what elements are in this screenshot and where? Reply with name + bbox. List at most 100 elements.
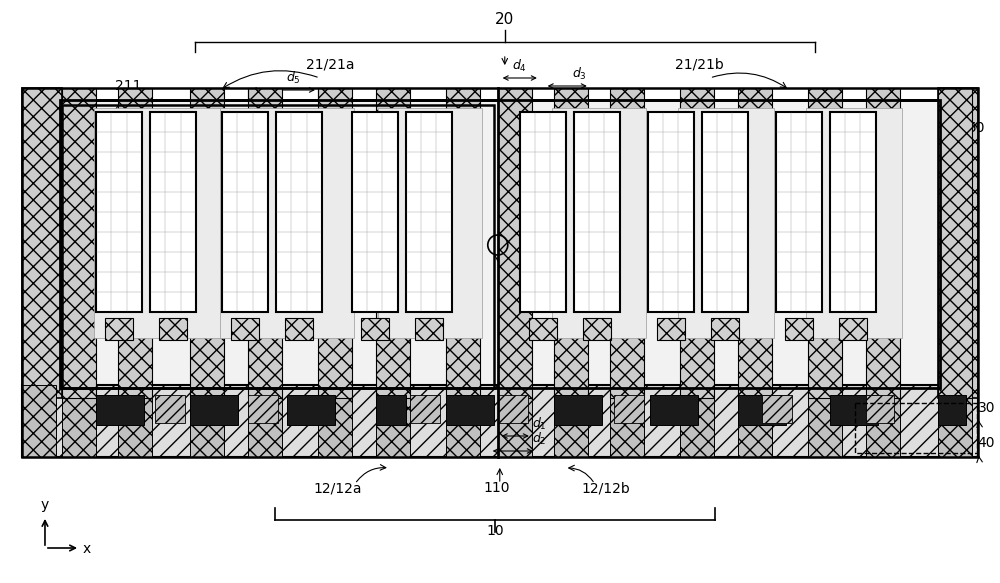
Bar	[839, 318, 867, 340]
Bar	[938, 88, 972, 398]
Bar	[762, 395, 792, 423]
Bar	[776, 112, 822, 312]
Bar	[222, 112, 268, 312]
Bar	[610, 385, 644, 457]
Bar	[361, 318, 389, 340]
Text: 50: 50	[968, 121, 985, 135]
Bar	[554, 385, 588, 457]
Bar	[60, 100, 940, 388]
Bar	[738, 385, 772, 457]
Bar	[610, 88, 644, 398]
Bar	[678, 108, 774, 338]
Bar	[96, 395, 144, 425]
Bar	[554, 395, 602, 425]
Bar	[231, 318, 259, 340]
Bar	[855, 403, 977, 453]
Bar	[248, 385, 282, 457]
Bar	[738, 88, 772, 398]
Bar	[680, 385, 714, 457]
Bar	[378, 108, 482, 338]
Bar	[376, 88, 410, 398]
Bar	[62, 88, 96, 398]
Bar	[446, 395, 494, 425]
Text: 20: 20	[495, 12, 514, 27]
Text: 10: 10	[486, 524, 504, 538]
Bar	[574, 112, 620, 312]
Text: 211: 211	[115, 79, 141, 93]
Bar	[866, 395, 894, 423]
Bar	[808, 385, 842, 457]
Bar	[159, 318, 187, 340]
Bar	[352, 112, 398, 312]
Bar	[614, 395, 644, 423]
Bar	[738, 395, 786, 425]
Bar	[938, 88, 978, 398]
Bar	[376, 385, 410, 457]
Bar	[190, 385, 224, 457]
Bar	[415, 318, 443, 340]
Bar	[150, 112, 196, 312]
Bar	[583, 318, 611, 340]
Bar	[94, 108, 224, 338]
Bar	[554, 88, 588, 398]
Bar	[376, 395, 406, 425]
Bar	[529, 318, 557, 340]
Bar	[446, 88, 480, 398]
Text: x: x	[83, 542, 91, 556]
Bar	[806, 108, 902, 338]
Bar	[60, 100, 940, 388]
Bar	[711, 318, 739, 340]
Text: $d_5$: $d_5$	[286, 70, 301, 86]
Bar	[318, 385, 352, 457]
Bar	[785, 318, 813, 340]
Bar	[22, 88, 978, 457]
Bar	[410, 395, 440, 423]
Text: $d_4$: $d_4$	[512, 58, 527, 74]
Bar	[62, 105, 494, 388]
Text: $d_2$: $d_2$	[532, 431, 546, 447]
Bar	[287, 395, 335, 425]
Bar	[830, 395, 878, 425]
Bar	[808, 88, 842, 398]
Bar	[866, 88, 900, 398]
Bar	[680, 88, 714, 398]
Text: 22: 22	[512, 107, 529, 121]
Bar	[552, 108, 646, 338]
Bar	[220, 108, 354, 338]
Text: 12/12a: 12/12a	[314, 481, 362, 495]
Bar	[62, 385, 96, 457]
Bar	[657, 318, 685, 340]
Bar	[248, 88, 282, 398]
Bar	[276, 112, 322, 312]
Bar	[648, 112, 694, 312]
Bar	[22, 88, 62, 398]
Text: y: y	[41, 498, 49, 512]
Text: 40: 40	[978, 436, 995, 450]
Bar	[118, 385, 152, 457]
Bar	[190, 88, 224, 398]
Bar	[830, 112, 876, 312]
Bar	[520, 112, 566, 312]
Bar	[938, 395, 966, 425]
Bar	[248, 395, 278, 423]
Bar	[96, 112, 142, 312]
Bar	[318, 88, 352, 398]
Bar	[498, 385, 532, 457]
Bar	[190, 395, 238, 425]
Bar	[22, 385, 56, 457]
Bar	[446, 385, 480, 457]
Bar	[938, 385, 972, 457]
Bar	[285, 318, 313, 340]
Text: 21/21a: 21/21a	[306, 57, 354, 71]
Bar	[118, 88, 152, 398]
Text: $d_3$: $d_3$	[572, 66, 587, 82]
Bar	[22, 385, 978, 457]
Text: 30: 30	[978, 401, 995, 415]
Text: 21/21b: 21/21b	[675, 57, 724, 71]
Bar	[650, 395, 698, 425]
Text: 12/12b: 12/12b	[581, 481, 630, 495]
Bar	[498, 395, 528, 423]
Text: 110: 110	[484, 481, 510, 495]
Bar	[406, 112, 452, 312]
Text: 23: 23	[512, 227, 529, 241]
